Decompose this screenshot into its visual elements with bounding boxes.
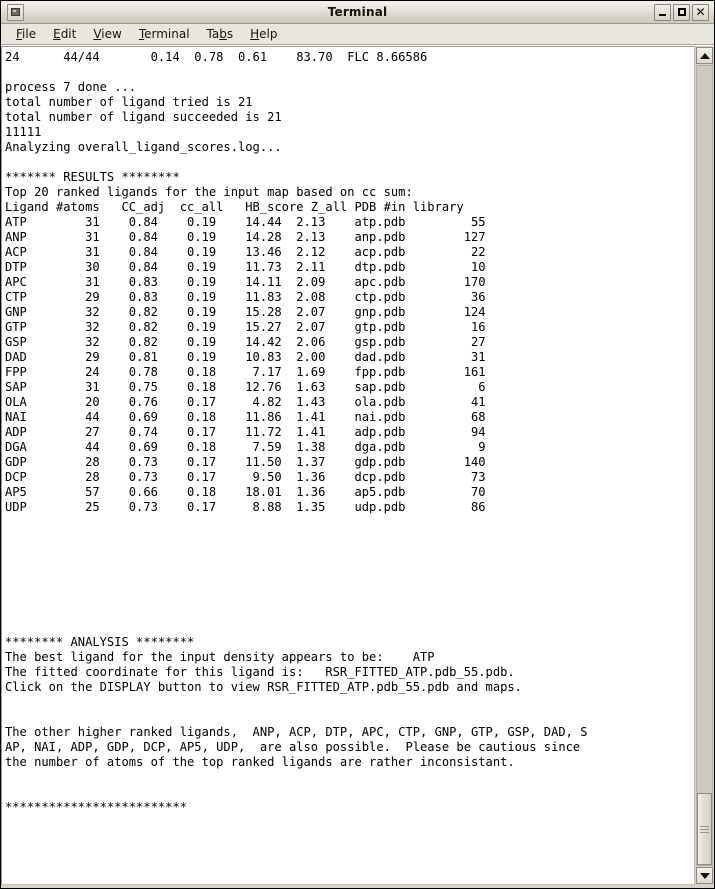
terminal-line: ************************* bbox=[5, 800, 188, 814]
terminal-line: 11111 bbox=[5, 125, 42, 139]
terminal-line: OLA 20 0.76 0.17 4.82 1.43 ola.pdb 41 bbox=[5, 395, 486, 409]
terminal-line: The other higher ranked ligands, ANP, AC… bbox=[5, 725, 588, 739]
window-titlebar[interactable]: Terminal ✕ bbox=[1, 1, 714, 24]
terminal-line: GSP 32 0.82 0.19 14.42 2.06 gsp.pdb 27 bbox=[5, 335, 486, 349]
terminal-line: APC 31 0.83 0.19 14.11 2.09 apc.pdb 170 bbox=[5, 275, 486, 289]
terminal-line: ******* RESULTS ******** bbox=[5, 170, 180, 184]
menu-item-tabs[interactable]: Tabs bbox=[206, 27, 234, 41]
grip-line-icon bbox=[700, 825, 709, 827]
terminal-line: the number of atoms of the top ranked li… bbox=[5, 755, 515, 769]
grip-line-icon bbox=[700, 831, 709, 833]
terminal-line: ATP 31 0.84 0.19 14.44 2.13 atp.pdb 55 bbox=[5, 215, 486, 229]
terminal-line: UDP 25 0.73 0.17 8.88 1.35 udp.pdb 86 bbox=[5, 500, 486, 514]
terminal-line: DCP 28 0.73 0.17 9.50 1.36 dcp.pdb 73 bbox=[5, 470, 486, 484]
terminal-line bbox=[5, 530, 694, 545]
chevron-down-icon bbox=[699, 872, 710, 879]
terminal-line: AP5 57 0.66 0.18 18.01 1.36 ap5.pdb 70 bbox=[5, 485, 486, 499]
terminal-line: total number of ligand tried is 21 bbox=[5, 95, 253, 109]
terminal-line bbox=[5, 770, 694, 785]
terminal-line: CTP 29 0.83 0.19 11.83 2.08 ctp.pdb 36 bbox=[5, 290, 486, 304]
terminal-viewport[interactable]: 24 44/44 0.14 0.78 0.61 83.70 FLC 8.6658… bbox=[1, 46, 694, 885]
menu-item-terminal[interactable]: Terminal bbox=[138, 27, 190, 41]
terminal-line: Analyzing overall_ligand_scores.log... bbox=[5, 140, 282, 154]
terminal-line bbox=[5, 590, 694, 605]
terminal-line: GDP 28 0.73 0.17 11.50 1.37 gdp.pdb 140 bbox=[5, 455, 486, 469]
terminal-line: SAP 31 0.75 0.18 12.76 1.63 sap.pdb 6 bbox=[5, 380, 486, 394]
terminal-line: The best ligand for the input density ap… bbox=[5, 650, 435, 664]
window-controls: ✕ bbox=[654, 3, 711, 21]
terminal-line bbox=[5, 560, 694, 575]
menu-item-edit[interactable]: Edit bbox=[53, 27, 77, 41]
terminal-line: NAI 44 0.69 0.18 11.86 1.41 nai.pdb 68 bbox=[5, 410, 486, 424]
scrollbar-thumb[interactable] bbox=[697, 793, 712, 865]
terminal-line bbox=[5, 695, 694, 710]
terminal-line: GTP 32 0.82 0.19 15.27 2.07 gtp.pdb 16 bbox=[5, 320, 486, 334]
terminal-icon-glyph bbox=[11, 8, 20, 16]
terminal-line: The fitted coordinate for this ligand is… bbox=[5, 665, 515, 679]
terminal-area: 24 44/44 0.14 0.78 0.61 83.70 FLC 8.6658… bbox=[1, 45, 714, 885]
vertical-scrollbar[interactable] bbox=[694, 46, 714, 885]
terminal-line: total number of ligand succeeded is 21 bbox=[5, 110, 282, 124]
terminal-line: ACP 31 0.84 0.19 13.46 2.12 acp.pdb 22 bbox=[5, 245, 486, 259]
terminal-line bbox=[5, 545, 694, 560]
terminal-line: DTP 30 0.84 0.19 11.73 2.11 dtp.pdb 10 bbox=[5, 260, 486, 274]
terminal-line bbox=[5, 155, 694, 170]
terminal-icon[interactable] bbox=[7, 3, 24, 21]
terminal-output[interactable]: 24 44/44 0.14 0.78 0.61 83.70 FLC 8.6658… bbox=[2, 47, 694, 815]
grip-line-icon bbox=[700, 828, 709, 830]
terminal-line bbox=[5, 575, 694, 590]
minimize-button[interactable] bbox=[654, 3, 671, 21]
menu-item-view[interactable]: View bbox=[93, 27, 122, 41]
terminal-line bbox=[5, 65, 694, 80]
close-button[interactable]: ✕ bbox=[692, 3, 709, 21]
chevron-up-icon bbox=[699, 52, 710, 59]
window-bottom-frame bbox=[1, 885, 714, 888]
scroll-down-button[interactable] bbox=[696, 867, 713, 884]
terminal-line: process 7 done ... bbox=[5, 80, 137, 94]
menu-item-help[interactable]: Help bbox=[250, 27, 278, 41]
scroll-up-button[interactable] bbox=[696, 47, 713, 64]
terminal-line bbox=[5, 620, 694, 635]
terminal-line: Top 20 ranked ligands for the input map … bbox=[5, 185, 413, 199]
terminal-line bbox=[5, 515, 694, 530]
terminal-line bbox=[5, 785, 694, 800]
terminal-line: Click on the DISPLAY button to view RSR_… bbox=[5, 680, 522, 694]
terminal-line: ******** ANALYSIS ******** bbox=[5, 635, 195, 649]
maximize-icon bbox=[677, 8, 686, 16]
maximize-button[interactable] bbox=[673, 3, 690, 21]
terminal-line: DAD 29 0.81 0.19 10.83 2.00 dad.pdb 31 bbox=[5, 350, 486, 364]
terminal-line bbox=[5, 605, 694, 620]
menu-item-file[interactable]: File bbox=[16, 27, 37, 41]
window-title: Terminal bbox=[327, 5, 388, 19]
scrollbar-trough[interactable] bbox=[696, 65, 713, 866]
terminal-line bbox=[5, 710, 694, 725]
terminal-line: AP, NAI, ADP, GDP, DCP, AP5, UDP, are al… bbox=[5, 740, 581, 754]
terminal-line: GNP 32 0.82 0.19 15.28 2.07 gnp.pdb 124 bbox=[5, 305, 486, 319]
minimize-icon bbox=[659, 14, 666, 16]
terminal-line: DGA 44 0.69 0.18 7.59 1.38 dga.pdb 9 bbox=[5, 440, 486, 454]
terminal-line: FPP 24 0.78 0.18 7.17 1.69 fpp.pdb 161 bbox=[5, 365, 486, 379]
terminal-line: 24 44/44 0.14 0.78 0.61 83.70 FLC 8.6658… bbox=[5, 50, 428, 64]
menubar: File Edit View Terminal Tabs Help bbox=[1, 24, 714, 45]
terminal-line: ADP 27 0.74 0.17 11.72 1.41 adp.pdb 94 bbox=[5, 425, 486, 439]
terminal-line: ANP 31 0.84 0.19 14.28 2.13 anp.pdb 127 bbox=[5, 230, 486, 244]
close-icon: ✕ bbox=[695, 5, 706, 19]
terminal-line: Ligand #atoms CC_adj cc_all HB_score Z_a… bbox=[5, 200, 464, 214]
